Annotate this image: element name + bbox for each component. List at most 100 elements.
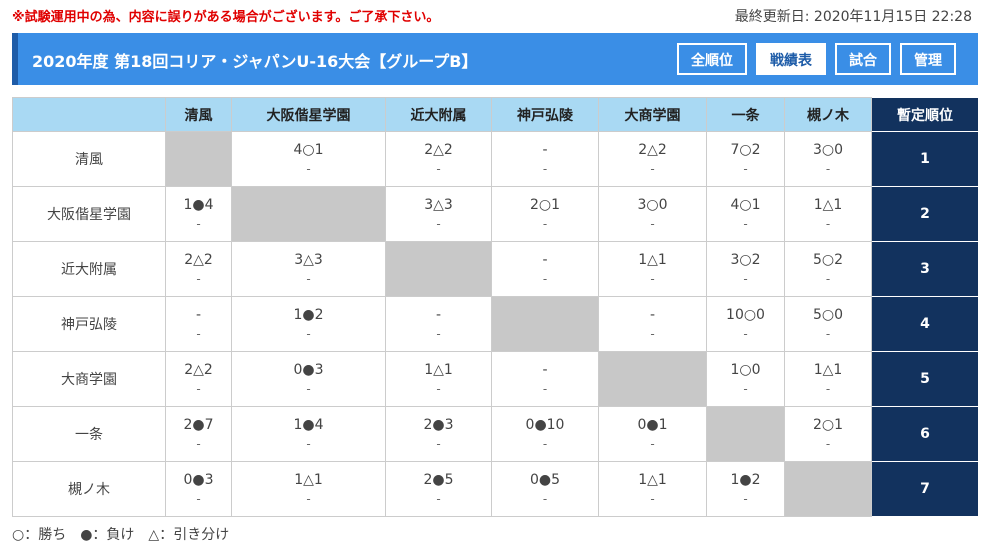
score: 2△2: [424, 142, 453, 158]
result-cell: --: [491, 351, 599, 407]
result-cell: --: [165, 296, 232, 352]
team-name: 清風: [12, 131, 166, 187]
score: 1●2: [730, 472, 761, 488]
score: 1●4: [293, 417, 324, 433]
rank: 3: [871, 241, 979, 297]
nav-button[interactable]: 全順位: [677, 43, 747, 75]
diagonal-cell: [231, 186, 386, 242]
sub-score: -: [825, 217, 831, 231]
sub-score: -: [436, 327, 441, 341]
score: 3△3: [424, 197, 453, 213]
result-cell: 1●4 -: [165, 186, 232, 242]
sub-score: -: [743, 327, 748, 341]
score: 3○2: [730, 252, 761, 268]
diagonal-cell: [385, 241, 492, 297]
result-cell: 2△2 -: [385, 131, 492, 187]
score: 1△1: [294, 472, 323, 488]
result-cell: 2○1 -: [491, 186, 599, 242]
corner: [12, 97, 166, 132]
top-bar: ※試験運用中の為、内容に誤りがある場合がございます。ご了承下さい。 最終更新日:…: [12, 6, 978, 26]
sub-score: -: [542, 382, 548, 396]
score: -: [649, 307, 656, 323]
result-cell: 10○0 -: [706, 296, 785, 352]
sub-score: -: [650, 492, 655, 506]
sub-score: -: [306, 382, 311, 396]
result-cell: 2△2 -: [165, 241, 232, 297]
score: 3△3: [294, 252, 323, 268]
score: 1△1: [638, 472, 667, 488]
result-cell: 0●5 -: [491, 461, 599, 517]
header-row: 清風 大阪偕星学園 近大附属 神戸弘陵 大商学園 一条 槻ノ木 暫定順位: [12, 97, 979, 132]
result-cell: 1○0 -: [706, 351, 785, 407]
sub-score: -: [542, 272, 548, 286]
result-cell: 7○2 -: [706, 131, 785, 187]
result-cell: 1△1 -: [598, 461, 707, 517]
sub-score: -: [743, 217, 748, 231]
result-cell: --: [491, 131, 599, 187]
legend: ○：勝ち ●：負け △：引き分け: [12, 527, 230, 543]
score: 3○0: [637, 197, 668, 213]
column-header: 神戸弘陵: [491, 97, 599, 132]
score: -: [435, 307, 442, 323]
sub-score: -: [306, 327, 311, 341]
result-cell: --: [385, 296, 492, 352]
sub-score: -: [825, 272, 831, 286]
sub-score: -: [436, 382, 441, 396]
sub-score: -: [436, 492, 441, 506]
score: -: [542, 252, 548, 268]
score: 3○0: [812, 142, 844, 158]
result-cell: 4○1 -: [231, 131, 386, 187]
nav-button[interactable]: 管理: [900, 43, 956, 75]
result-cell: 3○0 -: [598, 186, 707, 242]
rank-header: 暫定順位: [871, 97, 979, 132]
diagonal-cell: [598, 351, 707, 407]
rank: 1: [871, 131, 979, 187]
team-name: 近大附属: [12, 241, 166, 297]
sub-score: -: [825, 327, 831, 341]
result-cell: 2●5 -: [385, 461, 492, 517]
sub-score: -: [650, 272, 655, 286]
nav-button[interactable]: 試合: [835, 43, 891, 75]
result-cell: 0●10 -: [491, 406, 599, 462]
team-row: 槻ノ木 0●3 - 1△1 - 2●5 - 0●5 - 1△1 - 1●2 - 7: [12, 461, 979, 517]
column-header: 大商学園: [598, 97, 707, 132]
column-header: 清風: [165, 97, 232, 132]
sub-score: -: [743, 162, 748, 176]
result-cell: 4○1 -: [706, 186, 785, 242]
team-name: 槻ノ木: [12, 461, 166, 517]
sub-score: -: [825, 382, 831, 396]
sub-score: -: [650, 217, 655, 231]
score: 1●4: [183, 197, 214, 213]
updated: 最終更新日: 2020年11月15日 22:28: [734, 9, 972, 25]
sub-score: -: [306, 162, 311, 176]
team-row: 大阪偕星学園 1●4 - 3△3 - 2○1 - 3○0 - 4○1 - 1△1 - 2: [12, 186, 979, 242]
sub-score: -: [436, 437, 441, 451]
sub-score: -: [650, 162, 655, 176]
team-row: 大商学園 2△2-0●3-1△1- - -1○0-1△1-5: [12, 351, 979, 407]
result-cell: 2●3 -: [385, 406, 492, 462]
score: 2△2: [184, 362, 213, 378]
result-cell: 0●1 -: [598, 406, 707, 462]
result-cell: 1●2 -: [706, 461, 785, 517]
column-header: 槻ノ木: [784, 97, 872, 132]
rank: 5: [871, 351, 979, 407]
sub-score: -: [650, 437, 655, 451]
score: 1△1: [813, 197, 843, 213]
score: 7○2: [730, 142, 761, 158]
sub-score: -: [306, 437, 311, 451]
nav-button[interactable]: 戦績表: [756, 43, 826, 75]
team-name: 神戸弘陵: [12, 296, 166, 352]
results-table: 清風 大阪偕星学園 近大附属 神戸弘陵 大商学園 一条 槻ノ木 暫定順位 清風 4○1-2△2- -…: [12, 97, 979, 517]
sub-score: -: [542, 162, 548, 176]
result-cell: 1●4 -: [231, 406, 386, 462]
score: 1△1: [424, 362, 453, 378]
rank: 7: [871, 461, 979, 517]
score: 2●7: [183, 417, 214, 433]
sub-score: -: [196, 217, 201, 231]
sub-score: -: [743, 272, 748, 286]
score: 10○0: [726, 307, 765, 323]
score: 1△1: [813, 362, 843, 378]
score: 2○1: [529, 197, 561, 213]
result-cell: 1△1 -: [231, 461, 386, 517]
